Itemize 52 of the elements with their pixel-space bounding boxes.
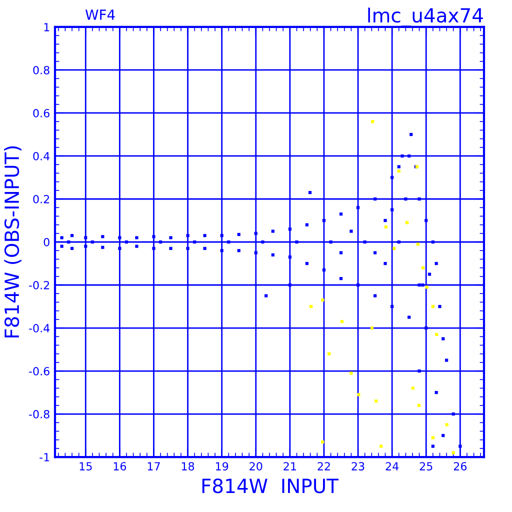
- point: [452, 451, 455, 454]
- x-tick-label: 25: [420, 462, 432, 470]
- y-tick-label: -1: [40, 453, 50, 462]
- y-tick-label: 1: [44, 23, 50, 32]
- x-tick-label: 17: [148, 462, 160, 470]
- y-tick-label: -0.8: [29, 410, 50, 418]
- point: [392, 246, 396, 250]
- point: [445, 423, 448, 426]
- point: [417, 404, 421, 407]
- point: [370, 326, 374, 330]
- point: [425, 286, 428, 289]
- point: [416, 242, 420, 246]
- point: [340, 320, 344, 324]
- point: [397, 169, 400, 173]
- y-tick-label: -0.6: [29, 366, 50, 376]
- x-axis-title: F814W INPUT: [202, 478, 339, 494]
- point: [350, 372, 353, 375]
- point: [422, 266, 425, 270]
- x-tick-label: 19: [216, 462, 228, 470]
- point: [321, 298, 324, 302]
- point: [374, 400, 378, 403]
- y-tick-label: -0.4: [29, 324, 50, 332]
- point: [328, 352, 331, 356]
- x-tick-label: 16: [114, 462, 126, 470]
- point: [321, 440, 324, 444]
- y-tick-label: -0.2: [29, 280, 50, 290]
- y-tick-label: 0: [44, 238, 50, 246]
- x-tick-label: 20: [250, 462, 262, 470]
- point: [435, 332, 438, 336]
- y-tick-label: 0.8: [33, 66, 50, 74]
- point: [371, 120, 374, 124]
- point: [431, 436, 434, 440]
- point: [431, 304, 434, 308]
- point: [384, 225, 388, 228]
- x-tick-label: 24: [386, 462, 399, 470]
- y-axis-title: F814W (OBS-INPUT): [4, 146, 22, 338]
- y-tick-label: 0.2: [33, 194, 50, 204]
- x-tick-label: 23: [352, 462, 364, 470]
- x-tick-label: 22: [318, 462, 330, 470]
- text: WF4: [85, 10, 115, 20]
- chart-title: lmc_u4ax74: [368, 8, 483, 27]
- x-tick-label: 26: [454, 462, 467, 470]
- x-tick-label: 15: [80, 462, 92, 470]
- x-tick-label: 18: [182, 462, 194, 470]
- point: [357, 393, 360, 396]
- point: [380, 444, 383, 448]
- y-tick-label: 0.6: [33, 108, 50, 118]
- x-tick-label: 21: [284, 462, 296, 470]
- point: [406, 221, 409, 224]
- point: [411, 386, 414, 390]
- point: [309, 304, 313, 308]
- y-tick-label: 0.4: [33, 152, 50, 160]
